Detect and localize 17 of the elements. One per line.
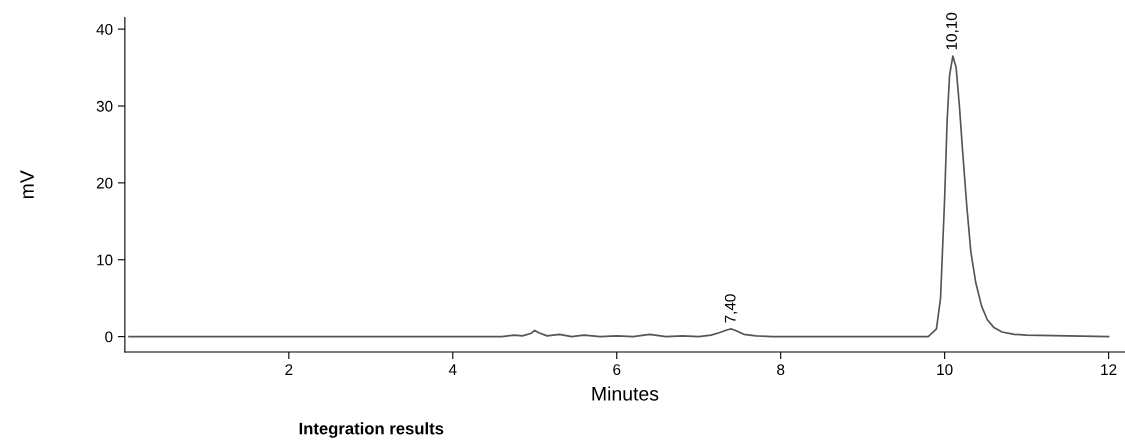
- x-tick-label: 2: [285, 364, 293, 375]
- x-tick-label: 6: [613, 364, 621, 376]
- x-tick-label: 10: [937, 364, 953, 376]
- x-axis-title: Minutes: [592, 386, 659, 401]
- text: Integration results: [299, 422, 444, 438]
- y-tick-label: 30: [96, 100, 113, 112]
- y-tick-label: 40: [96, 24, 113, 35]
- y-tick-label: 10: [97, 254, 113, 266]
- y-axis-title: mV: [20, 170, 34, 199]
- x-tick-label: 8: [777, 364, 785, 376]
- annotation: 10,10: [946, 12, 959, 50]
- x-tick-label: 12: [1101, 364, 1117, 375]
- annotation: 7,40: [724, 294, 738, 323]
- x-tick-label: 4: [448, 364, 457, 375]
- line-series: [128, 55, 1110, 338]
- y-tick-label: 0: [105, 331, 113, 343]
- y-tick-label: 20: [96, 177, 113, 189]
